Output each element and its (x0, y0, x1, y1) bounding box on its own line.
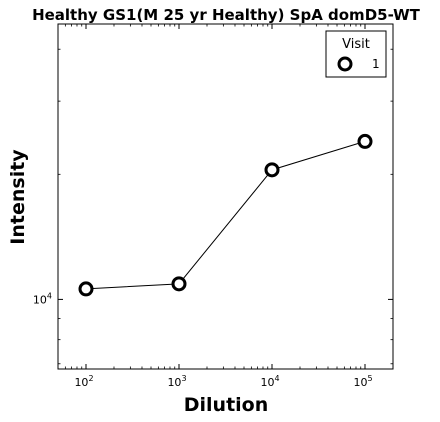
legend-marker (337, 56, 353, 72)
data-point (264, 162, 280, 178)
chart-title: Healthy GS1(M 25 yr Healthy) SpA domD5-W… (32, 6, 421, 24)
data-point (357, 133, 373, 149)
legend-label: 1 (372, 57, 380, 71)
x-tick-label: 104 (260, 374, 279, 389)
x-tick-label: 105 (353, 374, 372, 389)
legend-box (325, 30, 387, 78)
legend: Visit 1 (325, 30, 387, 78)
data-point (78, 281, 94, 297)
x-tick-label: 102 (74, 374, 93, 389)
data-point (171, 276, 187, 292)
x-tick-label: 103 (167, 374, 186, 389)
legend-title: Visit (342, 37, 370, 52)
series-layer (78, 133, 373, 297)
y-tick-label: 104 (33, 291, 52, 306)
y-axis-label: Intensity (7, 149, 29, 245)
x-axis-label: Dilution (184, 394, 269, 416)
plot-area (57, 23, 394, 370)
minor-ticks (57, 24, 394, 369)
series-line (85, 140, 366, 290)
